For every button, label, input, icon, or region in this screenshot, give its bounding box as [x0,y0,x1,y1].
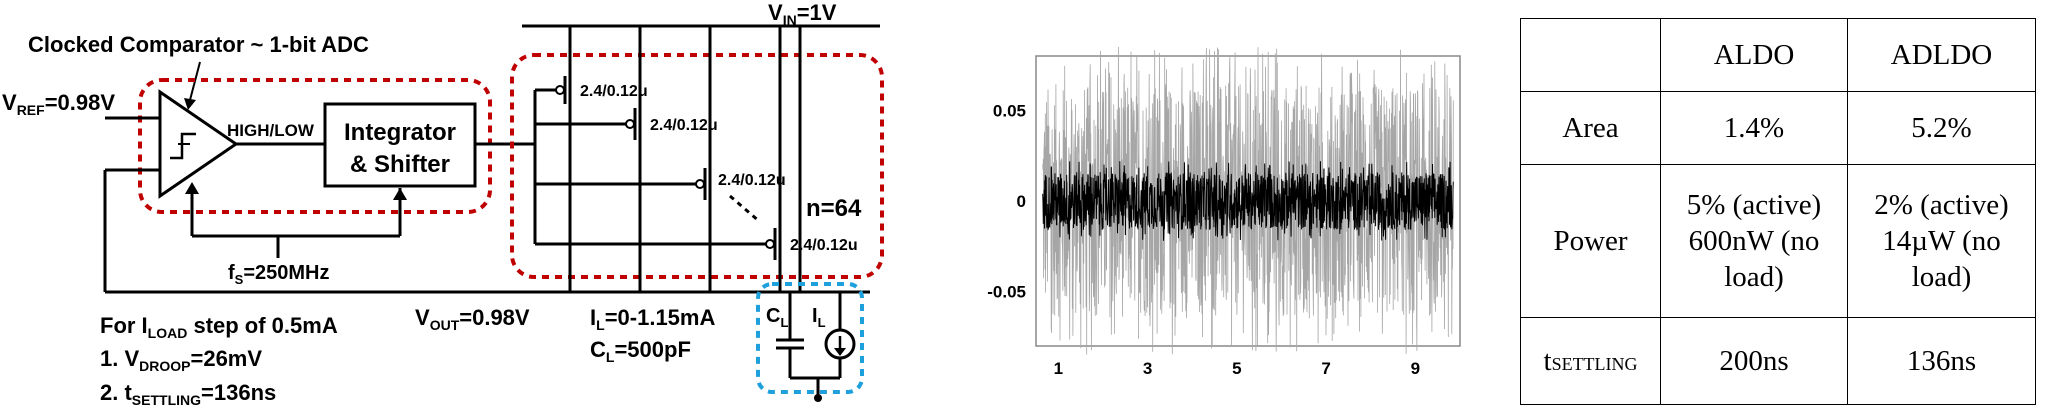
y-tick-label: 0.05 [993,101,1026,120]
high-low-label: HIGH/LOW [227,121,315,140]
settling-label: 2. tSETTLING=136ns [100,380,276,408]
y-axis-ticks: 0.05 0 -0.05 [987,101,1026,301]
load-blue-box [756,282,864,394]
table-row-area: Area 1.4% 5.2% [1520,91,2036,165]
ldo-schematic: Clocked Comparator ~ 1-bit ADC VREF=0.98… [2,0,884,408]
comparison-table: ALDO ADLDO Area 1.4% 5.2% Power 5% (acti… [1520,18,2036,405]
comparison-table-wrap: ALDO ADLDO Area 1.4% 5.2% Power 5% (acti… [1520,18,2053,411]
row-label-settling: tSETTLING [1520,317,1661,405]
source-label: IL [812,305,826,330]
title-pointer-head [184,98,196,110]
series-light-line [1042,46,1454,355]
integrator-block [323,102,477,188]
cl-value-label: CL=500pF [590,337,691,365]
table-row-power: Power 5% (active) 600nW (no load) 2% (ac… [1520,164,2036,318]
il-range-label: IL=0-1.15mA [590,305,715,333]
integrator-label-2: & Shifter [350,151,450,178]
row-label-power: Power [1520,164,1661,318]
power-adldo: 2% (active) 14µW (no load) [1847,164,2036,318]
vref-label: VREF=0.98V [2,90,115,118]
transistor-size-n: 2.4/0.12u [790,237,858,254]
pmos-transistor-2 [535,104,642,292]
clock-label: fS=250MHz [228,262,330,287]
comparator-hysteresis [170,132,196,160]
array-continuation-dots [729,194,761,224]
controller-red-box [138,78,492,214]
vout-label: VOUT=0.98V [415,305,530,333]
x-tick-label: 1 [1054,359,1063,378]
ground-node [814,394,822,402]
settling-adldo: 136ns [1847,317,2036,405]
y-tick-label: -0.05 [987,283,1026,302]
trace-light [1042,46,1454,355]
x-tick-label: 5 [1232,359,1241,378]
integrator-label-1: Integrator [344,119,456,146]
noise-plot: 0.05 0 -0.05 1 3 5 7 9 [987,46,1461,378]
comparator-symbol [158,89,239,199]
table-header-row: ALDO ADLDO [1520,18,2036,92]
clock-arrow-right [393,188,407,200]
pmos-array-red-box [510,53,884,279]
pmos-transistor-n [535,224,782,292]
load-step-label: For ILOAD step of 0.5mA [100,313,338,341]
array-count-label: n=64 [806,195,862,222]
x-tick-label: 7 [1321,359,1330,378]
droop-label: 1. VDROOP=26mV [100,346,262,374]
area-aldo: 1.4% [1660,91,1848,165]
pmos-transistor-3 [535,164,712,292]
trace-dark [1042,161,1454,241]
comparator-title: Clocked Comparator ~ 1-bit ADC [28,32,369,57]
cap-label: CL [766,305,788,330]
series-dark-line [1042,161,1454,241]
header-adldo: ADLDO [1847,18,2036,92]
x-axis-ticks: 1 3 5 7 9 [1054,359,1421,378]
y-tick-label: 0 [1017,192,1026,211]
pmos-transistor-1 [535,74,572,292]
x-tick-label: 3 [1143,359,1152,378]
x-tick-label: 9 [1411,359,1420,378]
area-adldo: 5.2% [1847,91,2036,165]
power-aldo: 5% (active) 600nW (no load) [1660,164,1848,318]
transistor-size-1: 2.4/0.12u [580,83,648,100]
transistor-size-2: 2.4/0.12u [650,117,718,134]
vin-label: VIN=1V [768,0,837,28]
row-label-area: Area [1520,91,1661,165]
header-aldo: ALDO [1660,18,1848,92]
table-row-settling: tSETTLING 200ns 136ns [1520,317,2036,405]
current-source-arrow-head [834,348,846,356]
header-empty [1520,18,1661,92]
clock-arrow-left [185,182,199,194]
transistor-size-3: 2.4/0.12u [718,172,786,189]
settling-aldo: 200ns [1660,317,1848,405]
